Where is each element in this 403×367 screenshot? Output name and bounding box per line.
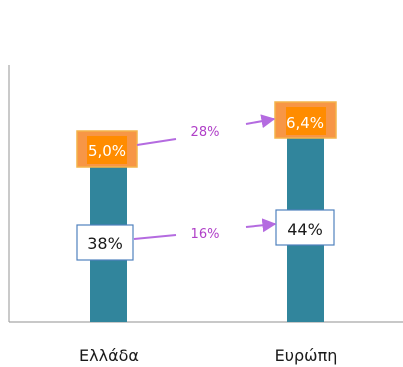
- top-label-europe: 6,4%: [274, 101, 337, 139]
- bottom-label-greece-text: 38%: [87, 234, 123, 253]
- category-label-europe: Ευρώπη: [275, 346, 338, 365]
- top-label-europe-text: 6,4%: [286, 114, 324, 132]
- growth-arrow-top: 28%: [136, 114, 276, 146]
- bottom-label-greece: 38%: [76, 224, 134, 261]
- bottom-label-europe-text: 44%: [287, 220, 323, 239]
- growth-label-bottom: 16%: [191, 227, 220, 242]
- growth-arrow-bottom: 16%: [133, 218, 277, 242]
- category-label-greece: Ελλάδα: [79, 346, 139, 365]
- growth-label-top: 28%: [191, 125, 220, 140]
- bottom-label-europe: 44%: [275, 209, 335, 246]
- top-label-greece: 5,0%: [76, 130, 138, 168]
- top-label-greece-text: 5,0%: [88, 142, 126, 160]
